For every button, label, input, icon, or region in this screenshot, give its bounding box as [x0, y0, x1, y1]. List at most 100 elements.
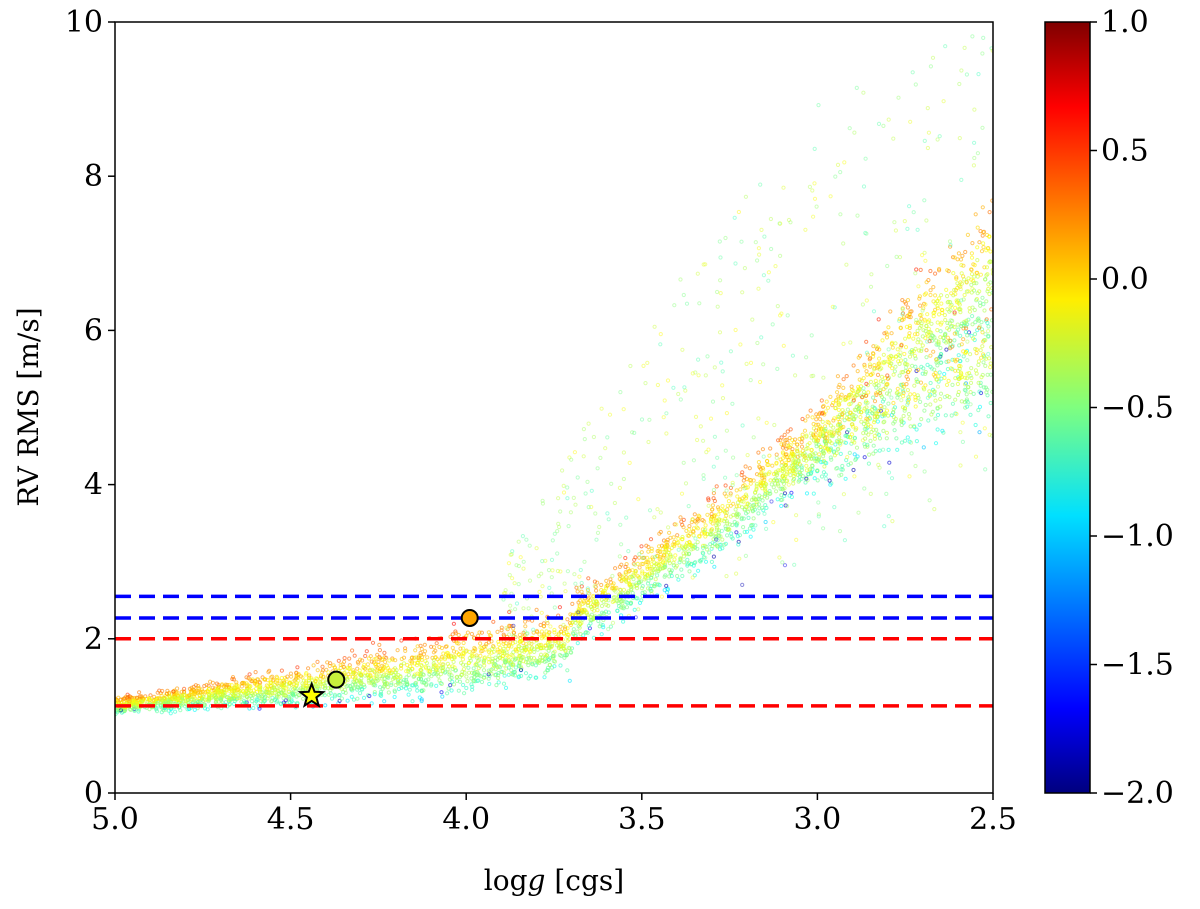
scatter-point — [511, 633, 516, 639]
scatter-point — [776, 438, 781, 443]
scatter-point — [585, 588, 591, 593]
scatter-point — [409, 659, 414, 664]
scatter-point — [827, 478, 832, 483]
scatter-point — [521, 559, 526, 564]
scatter-point — [372, 690, 377, 695]
scatter-point — [565, 569, 571, 574]
scatter-point — [168, 711, 173, 716]
scatter-point — [925, 145, 931, 151]
scatter-point — [426, 665, 431, 670]
scatter-point — [419, 698, 424, 704]
scatter-point — [442, 657, 448, 662]
scatter-point — [743, 464, 748, 469]
scatter-point — [908, 119, 913, 124]
scatter-point — [782, 563, 788, 568]
scatter-point — [524, 656, 529, 661]
scatter-point — [355, 696, 360, 701]
scatter-point — [693, 536, 698, 541]
scatter-point — [903, 345, 909, 350]
scatter-point — [810, 188, 815, 193]
scatter-point — [287, 684, 292, 689]
scatter-point — [376, 662, 381, 667]
scatter-point — [980, 233, 985, 238]
scatter-point — [489, 650, 494, 655]
scatter-point — [210, 685, 215, 690]
scatter-point — [911, 336, 916, 341]
scatter-point — [854, 445, 860, 450]
scatter-point — [514, 601, 520, 606]
scatter-point — [897, 255, 903, 260]
scatter-point — [784, 446, 789, 451]
scatter-point — [958, 430, 963, 435]
scatter-point — [419, 668, 424, 673]
scatter-point — [933, 441, 939, 446]
scatter-point — [182, 686, 187, 692]
scatter-point — [841, 492, 847, 497]
colorbar-tick-label: 0.0 — [1101, 262, 1149, 297]
scatter-point — [681, 460, 686, 465]
scatter-point — [332, 665, 337, 670]
scatter-point — [311, 663, 316, 668]
scatter-point — [900, 370, 906, 375]
scatter-point — [385, 685, 390, 690]
scatter-point — [403, 648, 408, 654]
scatter-point — [976, 359, 982, 364]
scatter-point — [456, 632, 461, 638]
scatter-point — [728, 349, 734, 354]
scatter-point — [753, 523, 758, 528]
scatter-point — [218, 697, 224, 702]
scatter-point — [184, 697, 189, 702]
scatter-point — [876, 383, 881, 388]
scatter-point — [649, 546, 654, 551]
scatter-point — [766, 462, 771, 467]
scatter-point — [732, 519, 737, 525]
scatter-point — [787, 493, 792, 498]
scatter-point — [943, 413, 948, 418]
scatter-point — [819, 474, 825, 479]
scatter-point — [733, 327, 738, 333]
scatter-point — [637, 555, 642, 560]
scatter-point — [927, 389, 932, 394]
scatter-point — [781, 185, 786, 190]
scatter-point — [922, 469, 927, 474]
scatter-point — [540, 559, 545, 564]
scatter-point — [696, 357, 701, 362]
scatter-point — [586, 600, 591, 605]
scatter-point — [289, 674, 294, 679]
scatter-point — [925, 312, 930, 317]
scatter-point — [848, 340, 853, 345]
scatter-point — [953, 368, 958, 373]
scatter-point — [837, 473, 842, 478]
scatter-point — [743, 504, 748, 509]
scatter-point — [372, 692, 377, 697]
scatter-point — [878, 393, 884, 398]
scatter-point — [603, 446, 608, 451]
scatter-point — [640, 571, 645, 576]
scatter-point — [980, 372, 985, 378]
scatter-point — [844, 262, 849, 267]
scatter-point — [753, 497, 759, 502]
scatter-point — [392, 694, 397, 700]
scatter-point — [383, 659, 388, 665]
scatter-point — [708, 416, 714, 421]
scatter-point — [496, 680, 501, 685]
scatter-point — [895, 447, 900, 452]
scatter-point — [718, 255, 723, 260]
scatter-point — [586, 505, 591, 510]
scatter-point — [988, 365, 993, 370]
x-tick-label: 3.5 — [618, 802, 666, 837]
scatter-point — [413, 648, 418, 653]
scatter-point — [307, 676, 312, 681]
scatter-point — [621, 407, 626, 412]
scatter-point — [882, 405, 887, 410]
scatter-point — [914, 317, 919, 323]
scatter-point — [864, 369, 869, 374]
scatter-point — [852, 435, 857, 440]
scatter-point — [658, 342, 663, 347]
scatter-point — [506, 654, 511, 659]
scatter-point — [698, 424, 703, 429]
scatter-point — [701, 476, 706, 481]
y-tick-label: 10 — [65, 5, 103, 40]
scatter-point — [604, 578, 609, 584]
scatter-point — [815, 478, 820, 483]
